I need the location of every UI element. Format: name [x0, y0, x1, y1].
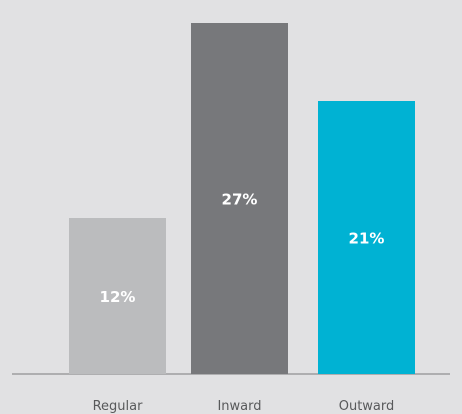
- category-label: Inward: [217, 399, 261, 414]
- bar: [191, 23, 288, 374]
- category-label: Regular: [93, 399, 144, 414]
- bar-outward: 21% Outward: [318, 101, 415, 414]
- bar: [69, 218, 166, 374]
- bar-value-label: 12%: [100, 288, 136, 306]
- bar-regular: 12% Regular: [69, 218, 166, 414]
- bar-value-label: 21%: [349, 230, 385, 248]
- category-label: Outward: [339, 399, 395, 414]
- bar: [318, 101, 415, 374]
- bar-inward: 27% Inward: [191, 23, 288, 414]
- bar-value-label: 27%: [222, 191, 258, 209]
